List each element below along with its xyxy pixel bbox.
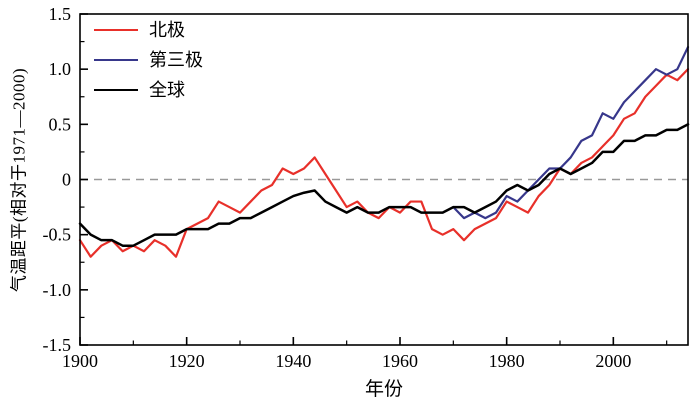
legend-item-1: 第三极 [94, 46, 203, 73]
legend-item-2: 全球 [94, 76, 203, 103]
x-tick-label: 1940 [275, 351, 311, 371]
x-tick-label: 1980 [489, 351, 525, 371]
x-tick-label: 1920 [169, 351, 205, 371]
legend-label: 北极 [149, 19, 185, 40]
legend-label: 第三极 [149, 49, 203, 70]
y-tick-label: 1.0 [49, 59, 72, 79]
series-line-0 [78, 68, 690, 258]
y-tick-label: -0.5 [43, 225, 72, 245]
x-axis-label: 年份 [364, 379, 404, 400]
y-tick-label: 0.5 [49, 114, 72, 134]
legend-line-sample [94, 58, 138, 61]
y-tick-label: 1.5 [49, 4, 72, 24]
y-axis-label: 气温距平(相对于1971—2000) [9, 67, 29, 293]
legend-line-sample [94, 88, 138, 91]
y-tick-label: -1.5 [43, 335, 72, 355]
y-tick-label: -1.0 [43, 280, 72, 300]
y-tick-label: 0 [62, 170, 71, 190]
series-line-2 [78, 123, 690, 247]
legend-label: 全球 [149, 79, 185, 100]
series-line-1 [452, 45, 690, 220]
legend-line-sample [94, 28, 138, 31]
x-tick-label: 2000 [595, 351, 631, 371]
x-tick-label: 1960 [382, 351, 418, 371]
x-tick-label: 1900 [62, 351, 98, 371]
legend-item-0: 北极 [94, 16, 203, 43]
legend: 北极 第三极 全球 [94, 16, 203, 103]
